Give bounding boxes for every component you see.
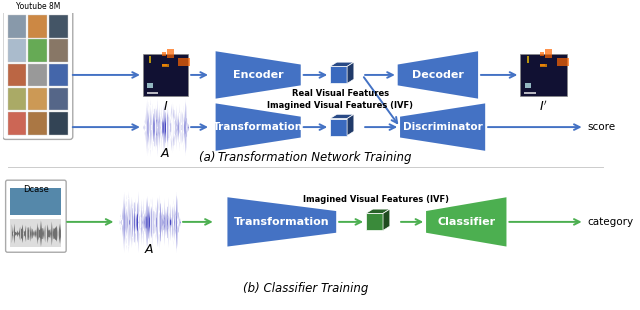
Text: score: score	[588, 122, 616, 132]
Polygon shape	[383, 209, 390, 230]
Text: $A$: $A$	[144, 243, 155, 256]
Bar	[143, 54, 188, 96]
Polygon shape	[366, 213, 383, 230]
Bar	[8, 112, 26, 135]
Bar	[28, 112, 47, 135]
Bar	[540, 64, 545, 66]
Text: Real Visual Features: Real Visual Features	[292, 89, 389, 98]
FancyBboxPatch shape	[6, 180, 66, 252]
Text: $I$: $I$	[163, 100, 168, 113]
Bar	[545, 49, 552, 58]
Bar	[540, 64, 547, 67]
Text: Discriminator: Discriminator	[403, 122, 483, 132]
Polygon shape	[330, 114, 354, 118]
Text: Youtube 8M: Youtube 8M	[15, 2, 60, 11]
Bar	[49, 39, 68, 62]
Text: Dcase: Dcase	[23, 185, 49, 194]
Text: $I'$: $I'$	[540, 100, 548, 114]
FancyBboxPatch shape	[3, 11, 73, 140]
Bar	[49, 112, 68, 135]
Polygon shape	[227, 197, 336, 246]
Text: Transformation: Transformation	[213, 122, 303, 132]
Bar	[10, 219, 61, 247]
Text: Imagined Visual Features (IVF): Imagined Visual Features (IVF)	[268, 101, 413, 110]
Text: (a) Transformation Network Training: (a) Transformation Network Training	[199, 151, 412, 164]
Bar	[520, 54, 568, 96]
Text: category: category	[588, 217, 634, 227]
Bar	[28, 64, 47, 86]
Text: $A$: $A$	[160, 147, 171, 160]
Polygon shape	[347, 114, 354, 135]
Polygon shape	[330, 118, 347, 135]
Bar	[162, 52, 166, 56]
Bar	[49, 15, 68, 38]
Bar	[162, 64, 167, 66]
Bar	[10, 188, 61, 215]
Bar	[178, 58, 190, 66]
Bar	[8, 39, 26, 62]
Bar	[527, 56, 529, 63]
Polygon shape	[400, 104, 485, 151]
Text: Imagined Visual Features (IVF): Imagined Visual Features (IVF)	[303, 195, 449, 204]
Bar	[525, 82, 531, 88]
Bar	[28, 39, 47, 62]
Bar	[8, 15, 26, 38]
Bar	[28, 88, 47, 110]
Bar	[524, 92, 536, 94]
Bar	[162, 64, 169, 67]
Polygon shape	[330, 62, 354, 66]
Bar	[147, 82, 154, 88]
Polygon shape	[426, 197, 506, 246]
Text: Encoder: Encoder	[233, 70, 284, 80]
Text: Transformation: Transformation	[234, 217, 330, 227]
Text: Classifier: Classifier	[437, 217, 495, 227]
Bar	[49, 64, 68, 86]
Bar	[28, 15, 47, 38]
Bar	[49, 88, 68, 110]
Bar	[540, 52, 545, 56]
Polygon shape	[330, 66, 347, 83]
Bar	[147, 92, 159, 94]
Bar	[8, 88, 26, 110]
Bar	[557, 58, 569, 66]
Polygon shape	[366, 209, 390, 213]
Polygon shape	[397, 51, 478, 99]
Text: (b) Classifier Training: (b) Classifier Training	[243, 282, 368, 295]
Polygon shape	[347, 62, 354, 83]
Bar	[167, 49, 174, 58]
Polygon shape	[216, 51, 301, 99]
Polygon shape	[216, 104, 301, 151]
Text: Decoder: Decoder	[412, 70, 464, 80]
Bar	[149, 56, 151, 63]
Bar	[8, 64, 26, 86]
